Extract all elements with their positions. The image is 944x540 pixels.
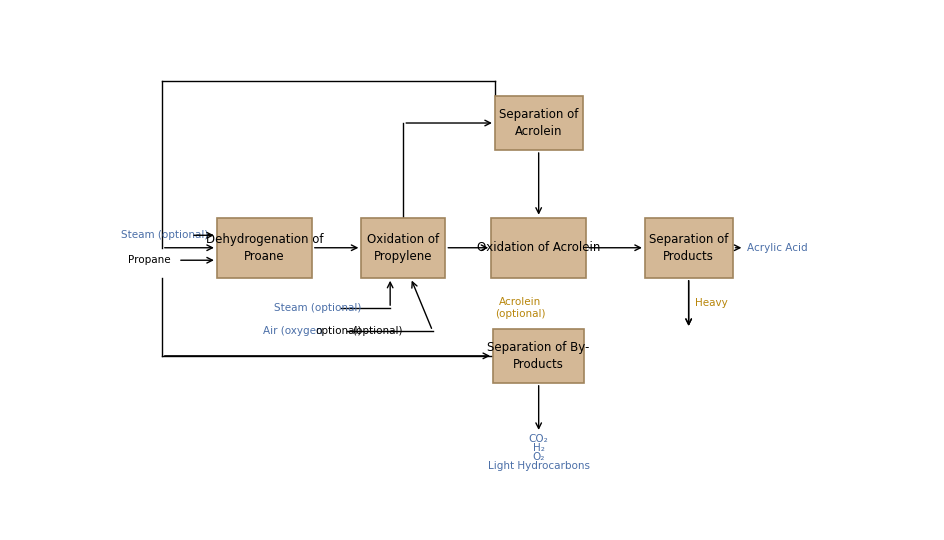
Bar [493, 329, 584, 383]
Text: Separation of By-
Products: Separation of By- Products [487, 341, 590, 371]
Text: Separation of
Products: Separation of Products [649, 233, 729, 263]
Text: Steam (optional): Steam (optional) [274, 303, 362, 313]
Text: Propane: Propane [127, 255, 170, 265]
Text: Light Hydrocarbons: Light Hydrocarbons [488, 462, 590, 471]
Bar [645, 218, 733, 278]
Text: (optional): (optional) [352, 326, 402, 336]
Bar [362, 218, 446, 278]
Text: Air (oxygen: Air (oxygen [262, 326, 323, 336]
Bar [491, 218, 586, 278]
Text: Dehydrogenation of
Proane: Dehydrogenation of Proane [206, 233, 323, 263]
Bar [217, 218, 312, 278]
Text: O₂: O₂ [532, 453, 545, 462]
Text: Steam (optional): Steam (optional) [121, 230, 209, 240]
Text: Heavy: Heavy [695, 299, 727, 308]
Text: Acrylic Acid: Acrylic Acid [748, 243, 808, 253]
Text: Separation of
Acrolein: Separation of Acrolein [499, 108, 579, 138]
Text: H₂: H₂ [532, 443, 545, 453]
Bar [495, 96, 582, 150]
Text: CO₂: CO₂ [529, 434, 548, 444]
Text: Oxidation of Acrolein: Oxidation of Acrolein [477, 241, 600, 254]
Text: Oxidation of
Propylene: Oxidation of Propylene [367, 233, 439, 263]
Text: Acrolein
(optional): Acrolein (optional) [495, 297, 546, 319]
Text: optional): optional) [315, 326, 362, 336]
